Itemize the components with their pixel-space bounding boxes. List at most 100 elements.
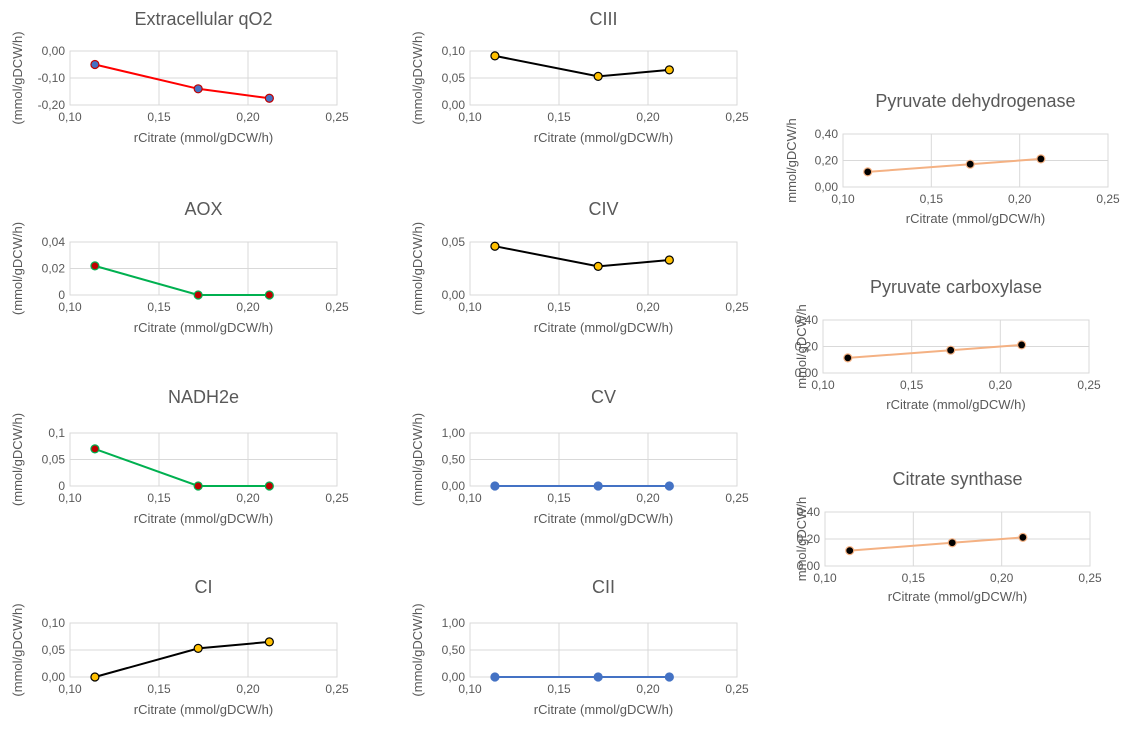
data-point xyxy=(593,672,603,682)
chart-title: CI xyxy=(195,577,213,597)
x-tick-label: 0,15 xyxy=(147,110,171,124)
x-tick-label: 0,15 xyxy=(547,491,571,505)
chart-title: CII xyxy=(592,577,615,597)
x-tick-label: 0,20 xyxy=(990,571,1014,585)
data-point xyxy=(965,159,975,169)
y-tick-label: 0 xyxy=(58,288,65,302)
y-tick-label: 0,00 xyxy=(442,288,466,302)
x-tick-label: 0,15 xyxy=(902,571,926,585)
x-tick-label: 0,10 xyxy=(58,300,82,314)
data-point xyxy=(490,51,500,61)
chart-title: AOX xyxy=(184,199,222,219)
chart-panel: 0,10 0,15 0,20 0,25 0,00 0,20 0,40 Pyruvate deh… xyxy=(784,91,1120,226)
y-tick-label: 0,00 xyxy=(442,98,466,112)
y-tick-label: 0,04 xyxy=(42,235,66,249)
x-tick-label: 0,20 xyxy=(636,110,660,124)
y-tick-label: 0,10 xyxy=(42,616,66,630)
y-tick-label: 0,05 xyxy=(442,235,466,249)
series-line xyxy=(94,447,270,487)
x-tick-label: 0,10 xyxy=(458,682,482,696)
data-point xyxy=(863,167,873,177)
x-tick-label: 0,25 xyxy=(725,300,749,314)
x-tick-label: 0,10 xyxy=(458,300,482,314)
y-tick-label: 0,40 xyxy=(795,313,819,327)
data-point xyxy=(490,241,500,251)
series-line xyxy=(94,640,270,678)
x-axis-label: rCitrate (mmol/gDCW/h) xyxy=(534,130,673,145)
x-tick-label: 0,25 xyxy=(325,300,349,314)
data-point xyxy=(843,353,853,363)
data-point xyxy=(264,93,274,103)
x-tick-label: 0,25 xyxy=(725,110,749,124)
chart-panel: 0,10 0,15 0,20 0,25 0,00 0,05 CIV rCitrate (mmo… xyxy=(410,199,749,335)
y-tick-label: 0,00 xyxy=(795,366,819,380)
y-axis-label: (mmol/gDCW/h) xyxy=(10,31,25,124)
y-tick-label: 0,40 xyxy=(797,505,821,519)
x-tick-label: 0,20 xyxy=(989,378,1013,392)
series-line xyxy=(94,264,270,296)
chart-title: CV xyxy=(591,387,616,407)
y-tick-label: 1,00 xyxy=(442,426,466,440)
chart-panel: 0,10 0,15 0,20 0,25 0,00 0,05 0,10 CI rCitrate (… xyxy=(10,577,349,717)
x-tick-label: 0,15 xyxy=(147,300,171,314)
chart-panel: 0,10 0,15 0,20 0,25 0,00 0,50 1,00 CII rCitrate … xyxy=(410,577,749,717)
series-line xyxy=(94,63,270,100)
x-axis-label: rCitrate (mmol/gDCW/h) xyxy=(134,511,273,526)
y-tick-label: 0 xyxy=(58,479,65,493)
data-point xyxy=(1018,532,1028,542)
y-axis-label: (mmol/gDCW/h) xyxy=(410,603,425,696)
chart-panel: 0,10 0,15 0,20 0,25 -0,20 -0,10 0,00 Extracellu… xyxy=(10,9,349,145)
chart-title: Pyruvate carboxylase xyxy=(870,277,1042,297)
y-axis-label: mmol/gDCW/h xyxy=(794,304,809,389)
y-axis-label: (mmol/gDCW/h) xyxy=(410,222,425,315)
x-tick-label: 0,25 xyxy=(325,110,349,124)
chart-panel: 0,10 0,15 0,20 0,25 0,00 0,05 0,10 CIII rCitrate… xyxy=(410,9,749,145)
data-point xyxy=(593,261,603,271)
y-tick-label: 0,00 xyxy=(42,44,66,58)
y-tick-label: 0,00 xyxy=(442,479,466,493)
x-tick-label: 0,15 xyxy=(900,378,924,392)
data-point xyxy=(90,261,100,271)
chart-panel: 0,10 0,15 0,20 0,25 0 0,02 0,04 AOX rCitrate (mm… xyxy=(10,199,349,335)
chart-panel: 0,10 0,15 0,20 0,25 0,00 0,50 1,00 CV rCitrate (… xyxy=(410,387,749,526)
x-axis-label: rCitrate (mmol/gDCW/h) xyxy=(134,130,273,145)
x-tick-label: 0,25 xyxy=(725,682,749,696)
x-tick-label: 0,20 xyxy=(636,300,660,314)
x-tick-label: 0,20 xyxy=(236,110,260,124)
chart-title: NADH2e xyxy=(168,387,239,407)
x-tick-label: 0,15 xyxy=(547,110,571,124)
y-axis-label: (mmol/gDCW/h) xyxy=(10,413,25,506)
x-axis-label: rCitrate (mmol/gDCW/h) xyxy=(134,320,273,335)
x-tick-label: 0,10 xyxy=(58,491,82,505)
x-tick-label: 0,10 xyxy=(813,571,837,585)
x-axis-label: rCitrate (mmol/gDCW/h) xyxy=(534,320,673,335)
x-tick-label: 0,25 xyxy=(325,491,349,505)
data-point xyxy=(90,59,100,70)
chart-title: CIV xyxy=(588,199,618,219)
x-tick-label: 0,15 xyxy=(920,192,944,206)
data-point xyxy=(947,538,957,548)
data-point xyxy=(490,672,500,682)
data-point xyxy=(264,290,274,300)
y-tick-label: 0,05 xyxy=(42,643,66,657)
x-tick-label: 0,25 xyxy=(325,682,349,696)
y-tick-label: 0,50 xyxy=(442,453,466,467)
x-tick-label: 0,10 xyxy=(458,491,482,505)
x-tick-label: 0,10 xyxy=(831,192,855,206)
y-axis-label: (mmol/gDCW/h) xyxy=(410,413,425,506)
x-axis-label: rCitrate (mmol/gDCW/h) xyxy=(886,397,1025,412)
y-tick-label: -0,20 xyxy=(38,98,66,112)
chart-panel: 0,10 0,15 0,20 0,25 0,00 0,20 0,40 Pyruvate car… xyxy=(794,277,1101,412)
y-tick-label: 0,05 xyxy=(42,453,66,467)
x-axis-label: rCitrate (mmol/gDCW/h) xyxy=(534,511,673,526)
x-tick-label: 0,15 xyxy=(547,300,571,314)
chart-title: Extracellular qO2 xyxy=(134,9,272,29)
x-tick-label: 0,25 xyxy=(1077,378,1101,392)
x-axis-label: rCitrate (mmol/gDCW/h) xyxy=(888,589,1027,604)
chart-title: Citrate synthase xyxy=(892,469,1022,489)
x-tick-label: 0,15 xyxy=(147,682,171,696)
data-point xyxy=(1017,340,1027,350)
y-tick-label: 1,00 xyxy=(442,616,466,630)
data-point xyxy=(90,672,100,682)
data-point xyxy=(1036,154,1046,164)
